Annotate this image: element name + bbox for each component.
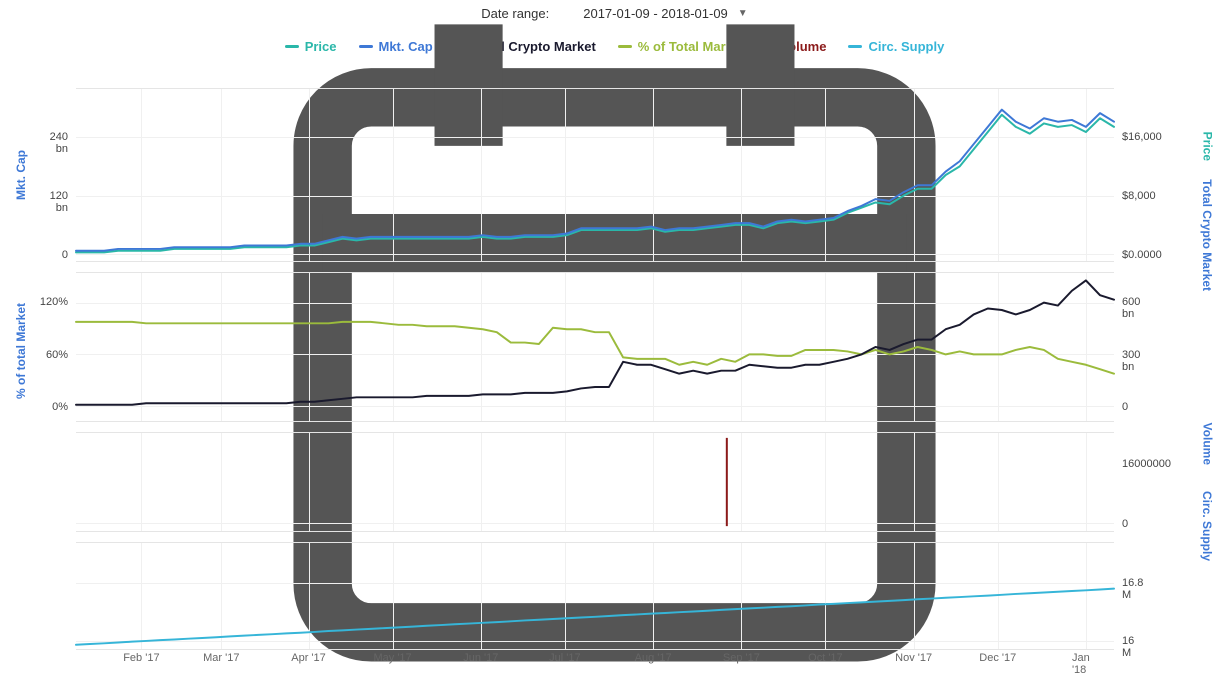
y-tick-right: 300 bn bbox=[1122, 349, 1140, 373]
y-axis-title-right: Total Crypto Market bbox=[1200, 179, 1214, 291]
series-line bbox=[76, 322, 1114, 374]
x-tick-label: Oct '17 bbox=[808, 652, 843, 664]
y-tick-right: $8,000 bbox=[1122, 190, 1156, 202]
chart-panel: Volume016000000 bbox=[76, 432, 1114, 532]
calendar-icon bbox=[559, 7, 573, 21]
y-axis-title-right: Price bbox=[1200, 132, 1214, 161]
y-tick-left: 60% bbox=[46, 349, 68, 361]
x-tick-label: Feb '17 bbox=[123, 652, 159, 664]
y-tick-left: 240 bn bbox=[50, 131, 68, 155]
x-tick-label: Jul '17 bbox=[549, 652, 580, 664]
y-tick-right: 600 bn bbox=[1122, 296, 1140, 320]
chart-panel: Mkt. Cap0120 bn240 bnPrice$0.0000$8,000$… bbox=[76, 88, 1114, 262]
y-axis-title-right: Volume bbox=[1200, 423, 1214, 465]
y-axis-title-left: % of total Market bbox=[14, 303, 28, 399]
x-tick-label: Nov '17 bbox=[895, 652, 932, 664]
y-tick-left: 0% bbox=[52, 401, 68, 413]
series-line bbox=[76, 589, 1114, 645]
series-line bbox=[76, 115, 1114, 253]
y-tick-right: 0 bbox=[1122, 518, 1128, 530]
y-tick-left: 120 bn bbox=[50, 190, 68, 214]
y-tick-right: 16.8 M bbox=[1122, 577, 1143, 601]
y-tick-right: 16 M bbox=[1122, 635, 1134, 659]
x-tick-label: Sep '17 bbox=[723, 652, 760, 664]
x-tick-label: Jun '17 bbox=[463, 652, 498, 664]
y-axis-title-right: Circ. Supply bbox=[1200, 491, 1214, 561]
chart-area: Mkt. Cap0120 bn240 bnPrice$0.0000$8,000$… bbox=[76, 80, 1114, 650]
chart-panel: % of total Market0%60%120%Total Crypto M… bbox=[76, 272, 1114, 422]
x-tick-label: Apr '17 bbox=[291, 652, 326, 664]
chart-panel: Circ. Supply16 M16.8 M bbox=[76, 542, 1114, 650]
y-tick-left: 0 bbox=[62, 249, 68, 261]
series-line bbox=[76, 280, 1114, 404]
x-tick-label: Jan '18 bbox=[1072, 652, 1100, 676]
y-tick-right: $0.0000 bbox=[1122, 249, 1162, 261]
x-tick-label: May '17 bbox=[373, 652, 411, 664]
x-tick-label: Mar '17 bbox=[203, 652, 239, 664]
y-tick-right: 16000000 bbox=[1122, 458, 1171, 470]
date-range-picker[interactable]: Date range: 2017-01-09 - 2018-01-09 ▼ bbox=[0, 0, 1229, 21]
y-tick-left: 120% bbox=[40, 296, 68, 308]
x-tick-label: Dec '17 bbox=[979, 652, 1016, 664]
x-tick-label: Aug '17 bbox=[635, 652, 672, 664]
y-tick-right: $16,000 bbox=[1122, 131, 1162, 143]
x-axis: Feb '17 Mar '17 Apr '17 May '17 Jun '17 Jul '… bbox=[76, 652, 1114, 672]
y-tick-right: 0 bbox=[1122, 401, 1128, 413]
y-axis-title-left: Mkt. Cap bbox=[14, 150, 28, 200]
